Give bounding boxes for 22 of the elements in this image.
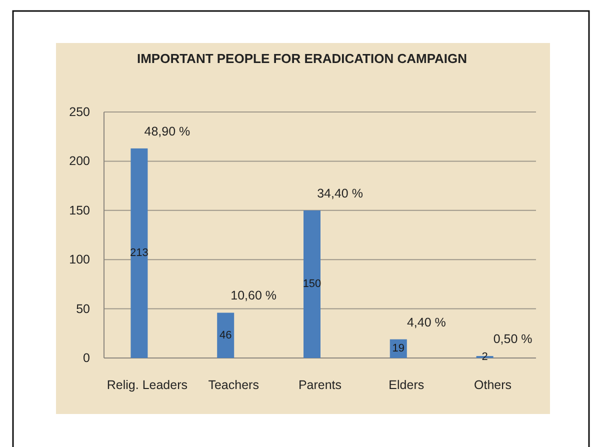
y-tick-label: 200 bbox=[69, 154, 90, 168]
x-tick-label: Others bbox=[474, 378, 512, 392]
annotation: 4,40 % bbox=[406, 315, 446, 330]
x-tick-label: Relig. Leaders bbox=[106, 378, 188, 392]
y-tick-label: 0 bbox=[83, 351, 90, 365]
x-tick-label: Teachers bbox=[208, 378, 259, 392]
data-label: 19 bbox=[392, 342, 405, 355]
annotation: 48,90 % bbox=[144, 124, 190, 138]
data-label: 46 bbox=[219, 329, 232, 342]
bar bbox=[130, 148, 148, 358]
y-tick-label: 150 bbox=[69, 203, 90, 218]
bar bbox=[217, 312, 234, 358]
annotation: 0,50 % bbox=[493, 332, 532, 346]
y-tick-label: 100 bbox=[69, 252, 90, 267]
bar bbox=[304, 210, 320, 358]
x-tick-label: Parents bbox=[298, 378, 342, 392]
x-tick-label: Elders bbox=[388, 378, 424, 392]
annotation: 34,40 % bbox=[317, 186, 363, 200]
chart-title: IMPORTANT PEOPLE FOR ERADICATION CAMPAIGN bbox=[136, 51, 468, 66]
y-tick-label: 250 bbox=[69, 105, 90, 119]
annotation: 10,60 % bbox=[230, 288, 277, 303]
y-tick-label: 50 bbox=[76, 302, 90, 316]
